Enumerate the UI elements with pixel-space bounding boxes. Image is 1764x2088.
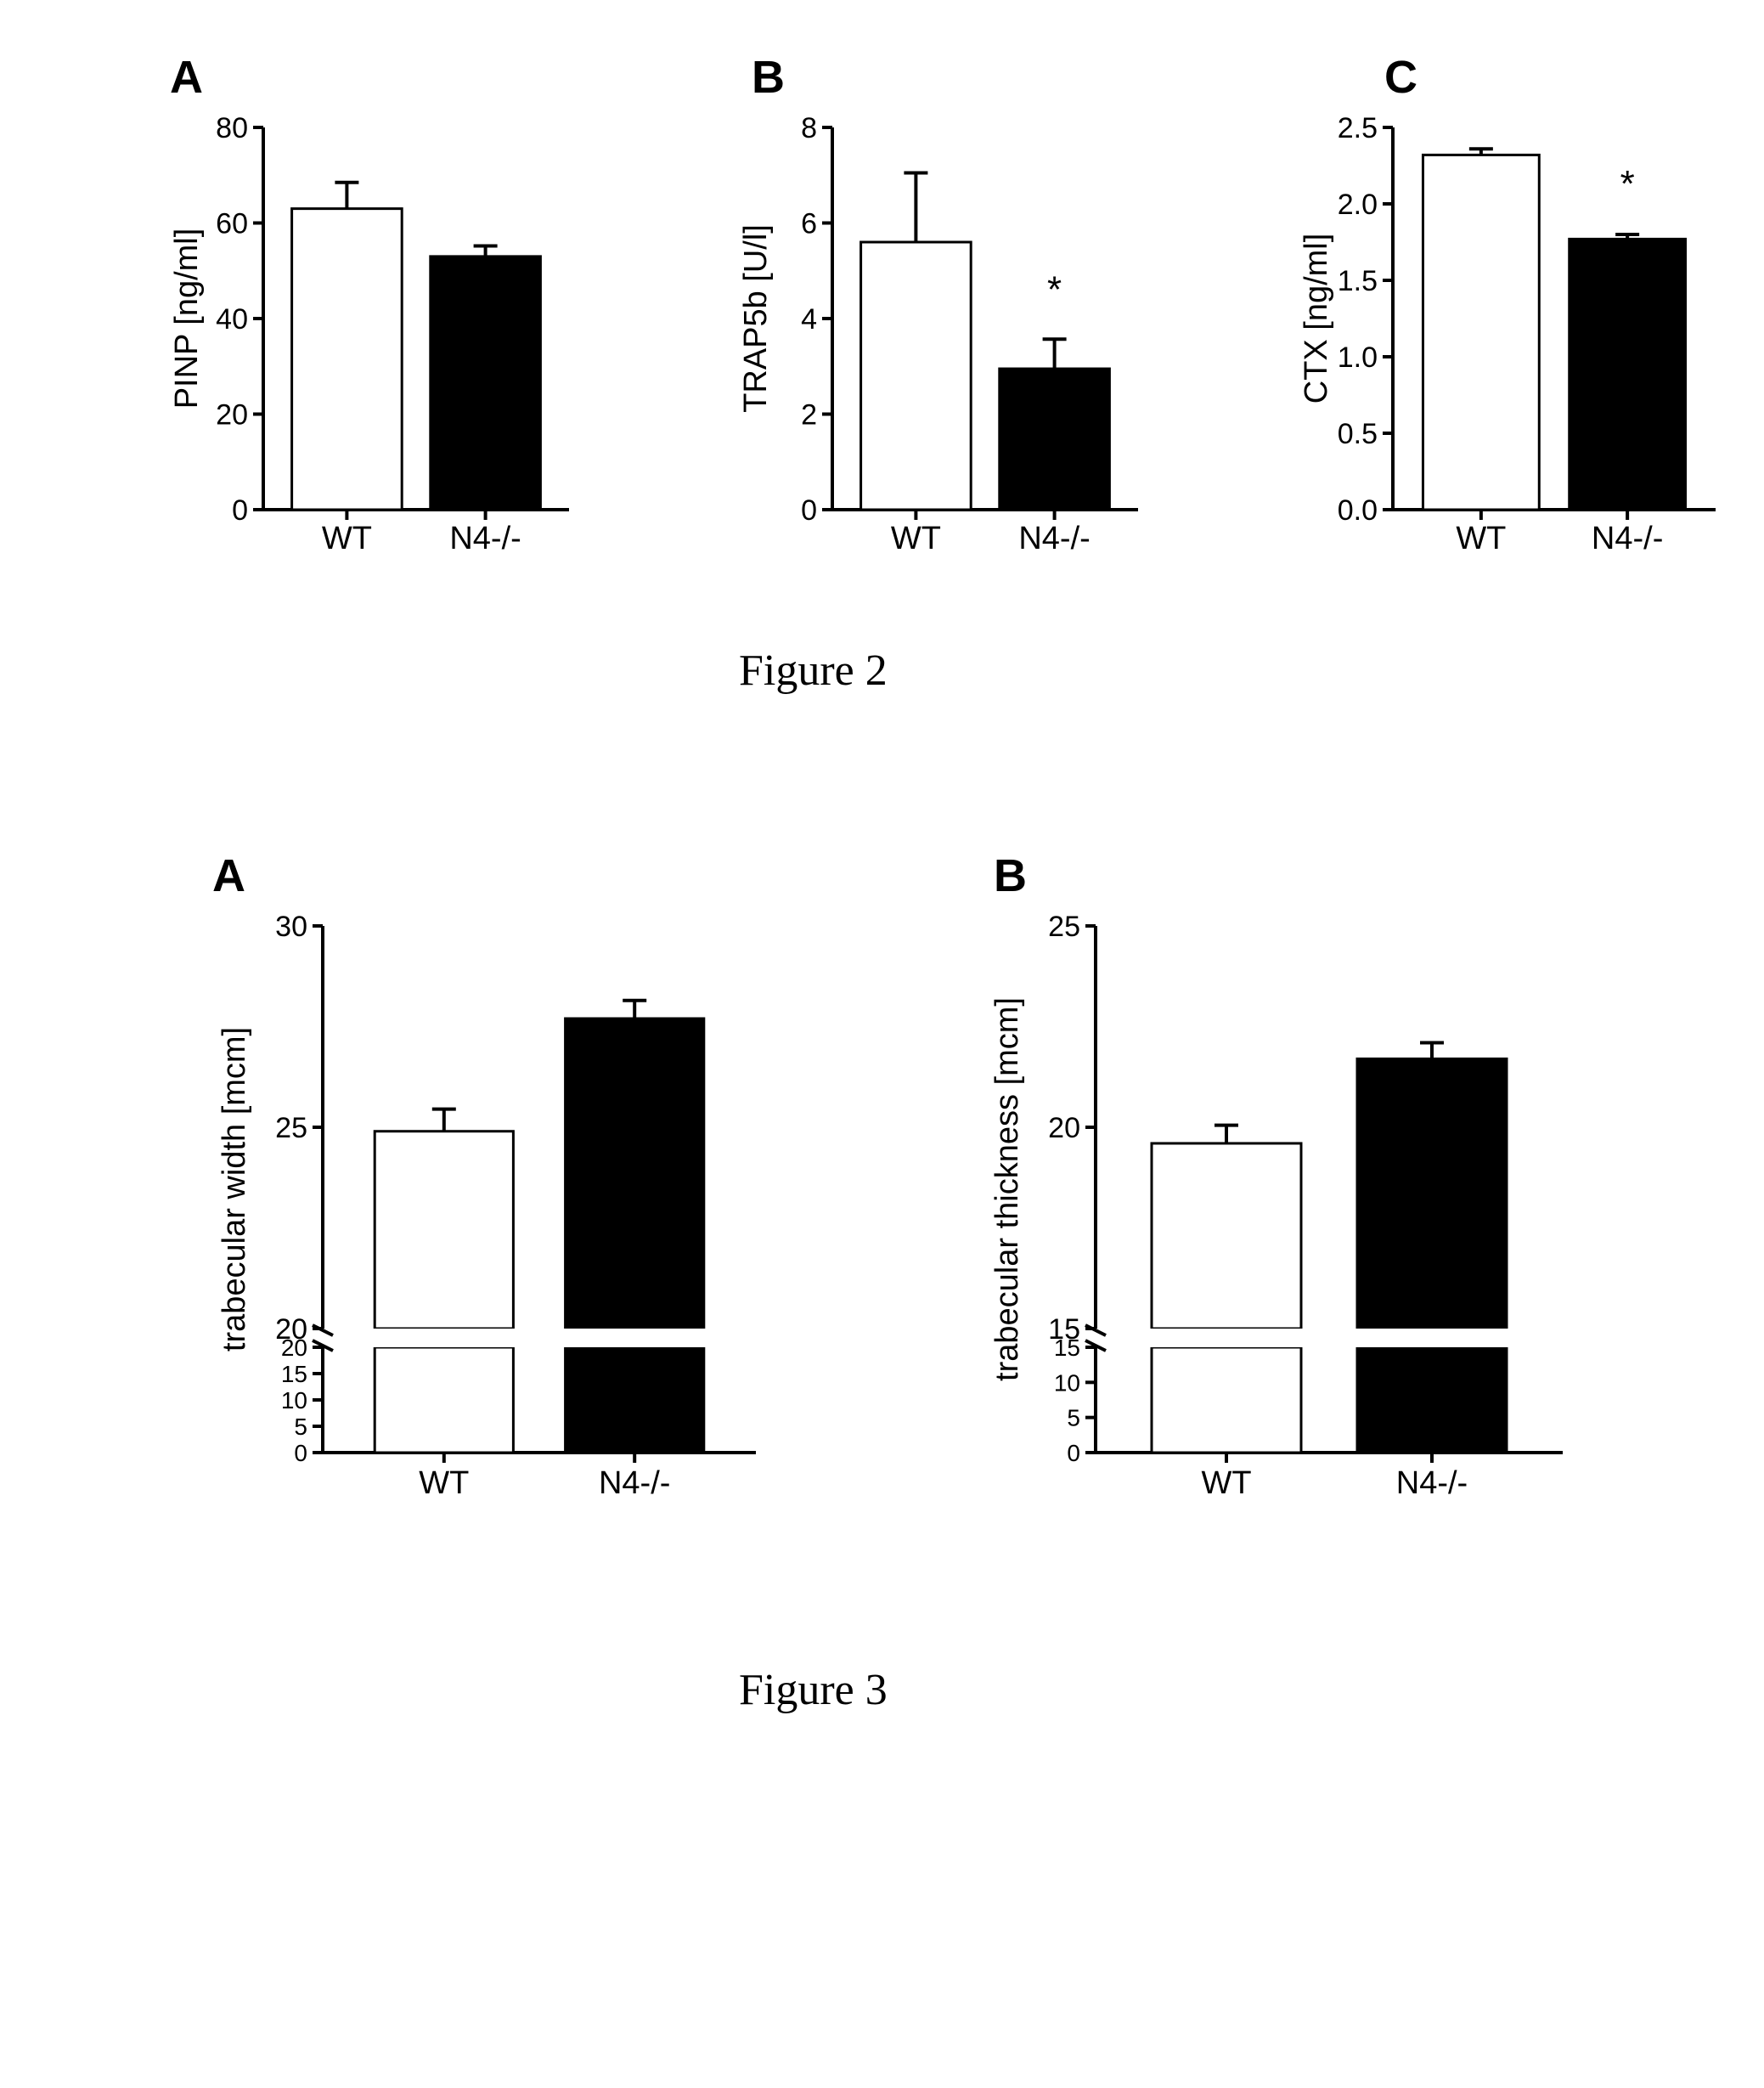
svg-text:60: 60 (216, 208, 248, 240)
svg-text:2.5: 2.5 (1338, 112, 1378, 144)
svg-text:2.0: 2.0 (1338, 189, 1378, 221)
svg-text:5: 5 (1067, 1405, 1080, 1431)
fig2-caption: Figure 2 (739, 646, 888, 696)
svg-text:N4-/-: N4-/- (1018, 521, 1090, 556)
fig2-chart-A: 0 20 40 60 80 WT N4-/- PINP [ng/ml] (170, 102, 578, 578)
svg-text:8: 8 (801, 112, 817, 144)
svg-text:0: 0 (801, 494, 817, 527)
svg-text:N4-/-: N4-/- (449, 521, 521, 556)
svg-text:0.5: 0.5 (1338, 418, 1378, 450)
svg-text:WT: WT (1456, 521, 1506, 556)
fig3-panel-letter-B: B (994, 849, 1027, 902)
svg-text:trabecular thickness [mcm]: trabecular thickness [mcm] (989, 997, 1025, 1381)
svg-text:25: 25 (275, 1112, 307, 1144)
svg-text:1.5: 1.5 (1338, 265, 1378, 297)
svg-text:40: 40 (216, 303, 248, 336)
svg-text:20: 20 (216, 399, 248, 432)
fig2-chart-C: 0.0 0.5 1.0 1.5 2.0 2.5 WT N4-/- * CTX [ng/ml] (1299, 102, 1724, 578)
svg-text:20: 20 (281, 1335, 307, 1361)
svg-text:0: 0 (294, 1440, 307, 1466)
svg-text:*: * (1047, 268, 1062, 310)
svg-text:6: 6 (801, 208, 817, 240)
svg-text:WT: WT (891, 521, 941, 556)
svg-text:CTX [ng/ml]: CTX [ng/ml] (1299, 234, 1334, 404)
svg-text:2: 2 (801, 399, 817, 432)
svg-text:0: 0 (1067, 1440, 1080, 1466)
svg-text:4: 4 (801, 303, 817, 336)
svg-text:WT: WT (322, 521, 372, 556)
svg-text:1.0: 1.0 (1338, 341, 1378, 374)
fig2-panel-letter-C: C (1384, 51, 1417, 104)
fig3-chart-A: 20253005101520WTN4-/-trabecular width [m… (212, 900, 773, 1529)
svg-text:0.0: 0.0 (1338, 494, 1378, 527)
svg-text:0: 0 (232, 494, 248, 527)
svg-text:PINP [ng/ml]: PINP [ng/ml] (170, 229, 205, 409)
svg-text:WT: WT (1201, 1465, 1251, 1501)
svg-text:*: * (1620, 163, 1635, 205)
svg-text:15: 15 (281, 1361, 307, 1387)
svg-text:80: 80 (216, 112, 248, 144)
fig3-caption: Figure 3 (739, 1665, 888, 1715)
svg-text:10: 10 (281, 1387, 307, 1414)
svg-text:25: 25 (1048, 911, 1080, 943)
svg-text:15: 15 (1054, 1335, 1080, 1361)
svg-text:N4-/-: N4-/- (1396, 1465, 1468, 1501)
svg-text:N4-/-: N4-/- (599, 1465, 670, 1501)
svg-text:TRAP5b [U/l]: TRAP5b [U/l] (739, 224, 774, 413)
svg-text:30: 30 (275, 911, 307, 943)
fig2-chart-B: 0 2 4 6 8 WT N4-/- * TRAP5b [U/l] (739, 102, 1147, 578)
svg-text:N4-/-: N4-/- (1592, 521, 1663, 556)
svg-text:WT: WT (419, 1465, 469, 1501)
fig2-panel-letter-B: B (752, 51, 785, 104)
svg-text:5: 5 (294, 1414, 307, 1440)
fig3-panel-letter-A: A (212, 849, 245, 902)
fig2-panel-letter-A: A (170, 51, 203, 104)
svg-text:10: 10 (1054, 1369, 1080, 1396)
svg-text:trabecular width [mcm]: trabecular width [mcm] (217, 1027, 252, 1352)
svg-text:20: 20 (1048, 1112, 1080, 1144)
fig3-chart-B: 152025051015WTN4-/-trabecular thickness … (985, 900, 1580, 1529)
